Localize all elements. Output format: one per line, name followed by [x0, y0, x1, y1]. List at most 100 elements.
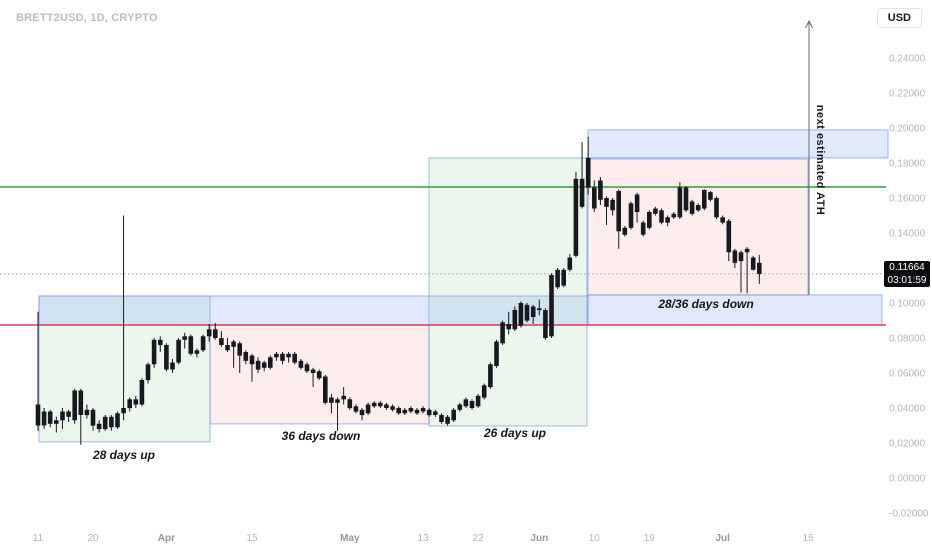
- price-tick-label: 0.18000: [889, 159, 926, 170]
- candle-body: [530, 306, 536, 317]
- candle-body: [170, 362, 175, 370]
- candle-body: [390, 406, 395, 410]
- candle-body: [139, 380, 145, 405]
- candle-body: [518, 303, 524, 326]
- candle-body: [84, 409, 90, 416]
- candle-body: [695, 205, 701, 211]
- candle-body: [274, 353, 279, 358]
- candle-body: [573, 178, 579, 256]
- candle-body: [757, 262, 762, 274]
- candle-body: [206, 329, 212, 337]
- box-support-band-left[interactable]: [38, 295, 589, 326]
- candle-body: [237, 343, 242, 356]
- candle-body: [323, 376, 328, 403]
- box-28-days-up[interactable]: [38, 295, 211, 443]
- candle-body: [714, 198, 719, 218]
- time-tick-label: 15: [246, 533, 258, 544]
- label-28-36-days-down[interactable]: 28/36 days down: [657, 297, 753, 311]
- candle-body: [304, 364, 310, 372]
- candle-body: [310, 369, 316, 373]
- time-tick-label: May: [340, 533, 360, 544]
- projection-arrow[interactable]: [805, 19, 813, 295]
- candle-body: [72, 390, 77, 421]
- ath-vertical-label: next estimated ATH: [814, 105, 826, 215]
- symbol-title: BRETT2USD, 1D, CRYPTO: [16, 12, 158, 24]
- candle-body: [408, 408, 414, 412]
- candle-body: [194, 350, 200, 354]
- candle-body: [555, 269, 560, 288]
- candle-body: [329, 397, 334, 403]
- candle-body: [384, 404, 389, 408]
- time-tick-label: Apr: [158, 533, 175, 544]
- candle-body: [744, 248, 750, 253]
- candle-body: [549, 275, 554, 337]
- candle-body: [280, 353, 285, 361]
- candle-body: [35, 404, 41, 426]
- price-tick-label: 0.10000: [889, 299, 926, 310]
- candle-body: [708, 192, 713, 200]
- candle-body: [127, 399, 132, 409]
- candle-body: [225, 345, 230, 351]
- candle-body: [732, 250, 738, 263]
- price-tick-label: 0.02000: [889, 439, 926, 450]
- candle-body: [219, 338, 224, 345]
- candle-body: [726, 220, 732, 253]
- time-tick-label: 22: [473, 533, 485, 544]
- candle-body: [439, 415, 444, 422]
- candle-body: [182, 336, 187, 340]
- candle-body: [469, 401, 475, 408]
- candle-body: [335, 399, 340, 403]
- price-tick-label: 0.20000: [889, 124, 926, 135]
- candle-body: [702, 189, 707, 209]
- candle-body: [720, 217, 725, 223]
- candle-body: [524, 304, 530, 321]
- candle-body: [109, 416, 114, 428]
- price-tick-label: -0.02000: [889, 509, 929, 520]
- time-tick-label: 10: [589, 533, 601, 544]
- candle-body: [47, 411, 53, 424]
- candle-body: [102, 416, 108, 430]
- candle-body: [268, 357, 273, 368]
- candle-body: [341, 395, 346, 400]
- candle-body: [561, 269, 566, 286]
- candle-body: [164, 345, 169, 370]
- candle-body: [585, 157, 591, 188]
- candle-body: [396, 408, 401, 414]
- candle-body: [537, 308, 542, 311]
- candle-body: [616, 191, 621, 232]
- label-36-days-down[interactable]: 36 days down: [282, 429, 361, 443]
- label-26-days-up[interactable]: 26 days up: [483, 426, 546, 440]
- time-tick-label: Jul: [715, 533, 730, 544]
- candle-body: [54, 420, 59, 424]
- candle-body: [610, 199, 615, 211]
- candle-body: [60, 411, 65, 421]
- candle-body: [512, 310, 518, 330]
- box-ath-target-zone[interactable]: [587, 129, 889, 159]
- candle-body: [359, 409, 365, 416]
- candle-body: [115, 413, 120, 428]
- price-tick-label: 0.00000: [889, 474, 926, 485]
- time-tick-label: 13: [418, 533, 430, 544]
- candle-body: [677, 187, 683, 218]
- candle-body: [96, 423, 102, 430]
- label-28-days-up[interactable]: 28 days up: [92, 448, 155, 462]
- time-tick-label: 20: [87, 533, 99, 544]
- candle-body: [750, 257, 756, 270]
- candle-body: [78, 390, 84, 415]
- price-tick-label: 0.16000: [889, 194, 926, 205]
- candle-body: [378, 402, 383, 407]
- candle-body: [481, 385, 487, 398]
- currency-toggle-button[interactable]: USD: [876, 8, 922, 28]
- candle-body: [286, 353, 291, 358]
- candle-body: [261, 362, 267, 368]
- time-axis[interactable]: 11 20 Apr 15 May 13 22 Jun 10 19 Jul 15: [33, 533, 814, 544]
- time-tick-label: 11: [33, 533, 44, 544]
- box-26-days-up[interactable]: [428, 157, 588, 427]
- candle-body: [628, 203, 634, 228]
- time-tick-label: 15: [803, 533, 815, 544]
- candle-body: [738, 252, 744, 262]
- candle-body: [347, 399, 353, 409]
- candle-body: [567, 257, 573, 270]
- price-tick-label: 0.24000: [889, 54, 926, 65]
